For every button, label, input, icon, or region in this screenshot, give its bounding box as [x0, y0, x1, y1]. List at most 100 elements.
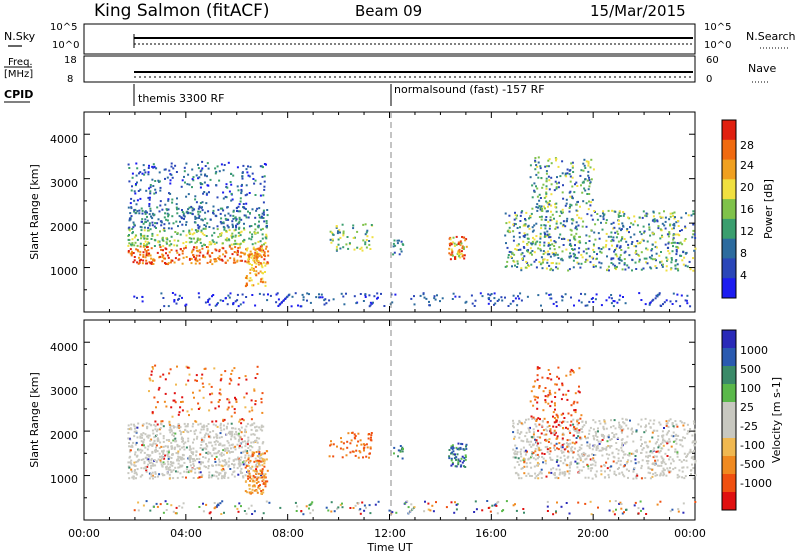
- power-cell: [565, 198, 568, 201]
- velocity-cell: [258, 437, 261, 440]
- velocity-cell: [155, 449, 157, 451]
- power-cell: [149, 192, 152, 195]
- velocity-cell: [568, 430, 571, 433]
- power-cell: [227, 294, 230, 297]
- velocity-cell: [665, 433, 668, 436]
- velocity-cell: [201, 425, 204, 428]
- power-cell: [612, 263, 615, 266]
- power-cell: [227, 238, 230, 241]
- power-cell: [544, 224, 547, 227]
- velocity-cell: [540, 472, 543, 475]
- power-cell: [175, 220, 178, 223]
- velocity-cell: [616, 468, 619, 470]
- power-cell: [686, 265, 689, 268]
- velocity-cell: [143, 460, 146, 463]
- power-cell: [263, 252, 266, 255]
- velocity-cell: [655, 441, 658, 444]
- power-cell: [335, 225, 338, 228]
- velocity-cell: [255, 479, 258, 482]
- velocity-cell: [601, 439, 604, 441]
- xtick-0000-start: 00:00: [68, 527, 100, 540]
- power-cell: [131, 172, 134, 175]
- velocity-cell: [532, 416, 535, 419]
- velocity-cell: [556, 416, 559, 419]
- velocity-cell: [674, 466, 677, 469]
- power-cell: [636, 240, 639, 242]
- power-cell: [250, 253, 253, 256]
- power-cell: [196, 224, 199, 227]
- power-cell: [221, 242, 224, 245]
- velocity-cell: [672, 460, 675, 463]
- power-cell: [259, 240, 262, 243]
- power-cell: [653, 218, 656, 221]
- velocity-cell: [674, 448, 677, 451]
- power-cell: [251, 233, 254, 236]
- velocity-cell: [153, 436, 156, 439]
- velocity-cell: [520, 439, 523, 442]
- velocity-cell: [220, 454, 223, 457]
- power-cell: [573, 237, 576, 240]
- velocity-cell: [574, 447, 576, 450]
- power-cell: [593, 251, 596, 253]
- power-cell: [243, 238, 246, 241]
- velocity-cell: [562, 420, 564, 423]
- velocity-cell: [455, 458, 457, 461]
- velocity-cell: [644, 477, 647, 479]
- velocity-cell: [236, 507, 239, 510]
- velocity-cell: [312, 509, 314, 512]
- power-cell: [522, 240, 525, 243]
- velocity-cell: [666, 442, 669, 445]
- power-cell: [156, 206, 159, 209]
- power-cell: [136, 249, 139, 252]
- velocity-cell: [260, 490, 263, 492]
- velocity-cell: [143, 451, 146, 454]
- velocity-cell: [260, 456, 263, 459]
- velocity-cell: [192, 422, 195, 425]
- velocity-cell: [226, 451, 228, 454]
- power-cell: [146, 246, 148, 249]
- velocity-cell: [370, 434, 373, 437]
- velocity-cell: [562, 462, 565, 465]
- power-cell: [535, 164, 538, 167]
- velocity-cell: [184, 441, 187, 444]
- power-cell: [254, 228, 257, 231]
- power-cell: [451, 250, 454, 253]
- power-cell: [614, 210, 617, 213]
- velocity-cell: [682, 424, 685, 427]
- velocity-cell: [238, 446, 241, 449]
- velocity-cell: [209, 393, 212, 396]
- velocity-cell: [585, 457, 588, 460]
- power-cell: [653, 232, 655, 235]
- power-cell: [555, 187, 558, 190]
- power-cell: [221, 258, 223, 261]
- power-cell: [183, 217, 185, 220]
- velocity-cell: [151, 443, 154, 446]
- velocity-cell: [608, 453, 611, 456]
- power-cell: [583, 187, 586, 190]
- velocity-cell: [549, 447, 552, 450]
- power-cell: [148, 222, 151, 225]
- velocity-cell: [189, 457, 192, 460]
- velocity-cell: [654, 442, 657, 445]
- velocity-cell: [347, 432, 350, 435]
- velocity-cell: [357, 440, 360, 443]
- power-cell: [512, 259, 515, 262]
- velocity-cell: [578, 429, 581, 432]
- velocity-cell: [203, 425, 206, 428]
- velocity-cell: [605, 461, 608, 464]
- velocity-cell: [194, 459, 197, 462]
- power-cell: [668, 218, 671, 221]
- power-cell: [211, 263, 214, 266]
- velocity-cell: [256, 373, 259, 375]
- power-cell: [592, 168, 595, 171]
- power-cell: [686, 294, 689, 297]
- velocity-cell: [139, 435, 142, 438]
- power-cell: [175, 249, 178, 252]
- power-cell: [556, 176, 558, 179]
- velocity-cell: [571, 446, 574, 449]
- velocity-cell: [130, 428, 133, 431]
- velocity-cell: [135, 430, 138, 433]
- power-cell: [246, 284, 248, 287]
- power-cell: [185, 195, 188, 198]
- velocity-cell: [451, 445, 454, 448]
